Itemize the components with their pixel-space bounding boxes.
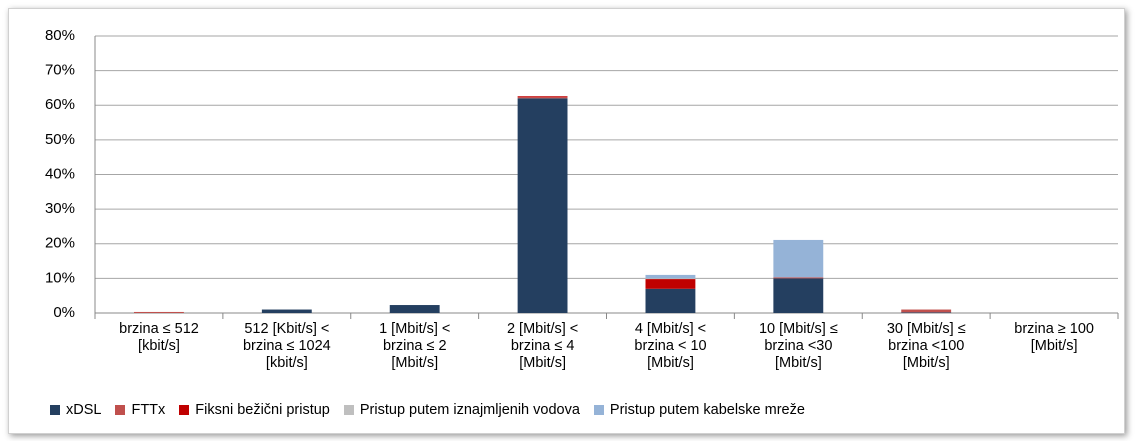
bar-segment (261, 309, 312, 313)
y-tick-label: 50% (45, 131, 75, 148)
legend-swatch (179, 405, 190, 415)
x-tick-label: 30 [Mbit/s] ≤ brzina <100 [Mbit/s] (886, 321, 966, 371)
legend-item: Fiksni bežični pristup (179, 402, 330, 418)
legend-label: Pristup putem iznajmljenih vodova (359, 402, 580, 418)
y-tick-label: 40% (45, 165, 75, 182)
x-tick-label: 512 [Kbit/s] < brzina ≤ 1024 [kbit/s] (242, 321, 331, 371)
x-tick-label: brzina ≤ 512 [kbit/s] (119, 321, 199, 354)
y-tick-label: 0% (53, 304, 75, 321)
bar-segment (645, 274, 696, 279)
bar-segment (517, 96, 568, 98)
legend-swatch (50, 405, 60, 415)
x-tick-label: 1 [Mbit/s] < brzina ≤ 2 [Mbit/s] (379, 321, 451, 371)
legend-swatch (343, 405, 354, 415)
y-tick-label: 30% (45, 200, 75, 217)
legend-item: Pristup putem kabelske mreže (593, 402, 805, 418)
y-tick-label: 70% (45, 62, 75, 79)
legend-item: xDSL (50, 402, 101, 418)
bar-segment (645, 278, 696, 280)
y-tick-label: 10% (45, 269, 75, 286)
legend-label: xDSL (66, 402, 102, 418)
legend-swatch (115, 405, 126, 415)
y-tick-label: 80% (45, 27, 75, 44)
bar-segment (517, 98, 568, 313)
bar-segment (134, 311, 184, 313)
bar-segment (901, 309, 952, 313)
bar-segment (773, 278, 824, 313)
legend-item: FTTx (115, 402, 165, 418)
legend-item: Pristup putem iznajmljenih vodova (343, 402, 580, 418)
y-tick-label: 20% (45, 235, 75, 252)
legend: xDSL FTTx Fiksni bežični pristup Pristup pu… (50, 402, 805, 418)
bar-segment (901, 312, 952, 313)
legend-label: Pristup putem kabelske mreže (609, 402, 805, 418)
x-tick-label: brzina ≥ 100 [Mbit/s] (1014, 321, 1094, 354)
y-tick-label: 60% (45, 96, 75, 113)
bar-segment (389, 305, 440, 313)
bar-segment (773, 239, 824, 278)
x-tick-label: 10 [Mbit/s] ≤ brzina <30 [Mbit/s] (758, 321, 838, 371)
legend-label: FTTx (131, 402, 166, 418)
bar-segment (645, 288, 696, 313)
x-tick-label: 2 [Mbit/s] < brzina ≤ 4 [Mbit/s] (506, 321, 579, 371)
legend-label: Fiksni bežični pristup (195, 402, 330, 418)
bar-segment (517, 97, 568, 99)
x-tick-label: 4 [Mbit/s] < brzina < 10 [Mbit/s] (634, 321, 707, 371)
bar-segment (645, 279, 696, 289)
bar-segment (773, 277, 824, 279)
legend-swatch (593, 405, 604, 415)
